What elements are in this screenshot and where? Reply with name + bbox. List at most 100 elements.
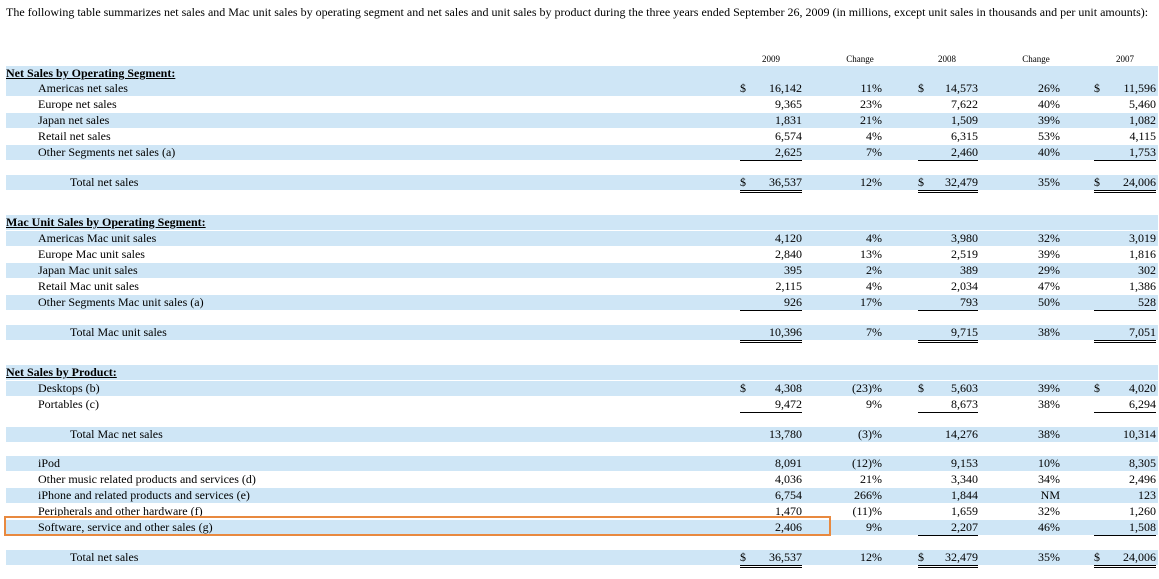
table-row: Desktops (b) $ $ $4,308 (23)% 5,603 39% 4,020 <box>6 381 1158 396</box>
value-2008: 3,340 <box>951 472 978 486</box>
value-2008: 6,315 <box>951 129 978 143</box>
dollar-sign: $ <box>740 550 746 564</box>
change-2008: 38% <box>1038 325 1060 339</box>
table-row: Other music related products and service… <box>6 472 1158 487</box>
table-row: Japan Mac unit sales 395 2% 389 29% 302 <box>6 263 1158 278</box>
value-2007: 24,006 <box>1123 550 1156 564</box>
change-2008: 50% <box>1038 295 1060 309</box>
value-2007: 4,020 <box>1129 381 1156 395</box>
value-underline <box>918 397 978 413</box>
value-underline <box>1094 520 1156 536</box>
change-2008: 32% <box>1038 504 1060 518</box>
row-label: Americas net sales <box>38 81 128 95</box>
section-heading-row: Mac Unit Sales by Operating Segment: <box>6 215 1158 230</box>
row-label: Desktops (b) <box>38 381 100 395</box>
value-2008: 9,715 <box>951 325 978 339</box>
total-row: Total Mac net sales 13,780 (3)% 14,276 38% 10… <box>6 427 1158 442</box>
value-2009: 926 <box>784 295 802 309</box>
change-2008: NM <box>1040 488 1060 502</box>
change-2009: 17% <box>860 295 882 309</box>
change-2008: 46% <box>1038 520 1060 534</box>
change-2009: (11)% <box>852 504 882 518</box>
change-2009: 4% <box>866 129 882 143</box>
change-2008: 39% <box>1038 381 1060 395</box>
value-2009: 36,537 <box>769 550 802 564</box>
value-2009: 16,142 <box>769 81 802 95</box>
row-label: Total Mac unit sales <box>70 325 167 339</box>
row-label: Total Mac net sales <box>70 427 163 441</box>
row-label: Europe Mac unit sales <box>38 247 145 261</box>
row-label: Other Segments net sales (a) <box>38 145 176 159</box>
table-row: iPhone and related products and services… <box>6 488 1158 503</box>
value-underline <box>740 550 802 568</box>
change-2009: 4% <box>866 231 882 245</box>
value-2009: 10,396 <box>769 325 802 339</box>
dollar-sign: $ <box>918 550 924 564</box>
value-2007: 1,260 <box>1129 504 1156 518</box>
value-2008: 8,673 <box>951 397 978 411</box>
value-2008: 32,479 <box>945 550 978 564</box>
change-2009: 7% <box>866 145 882 159</box>
dollar-sign: $ <box>918 381 924 395</box>
value-2008: 2,207 <box>951 520 978 534</box>
change-2008: 39% <box>1038 113 1060 127</box>
value-2007: 1,816 <box>1129 247 1156 261</box>
value-2009: 4,036 <box>775 472 802 486</box>
value-2007: 1,753 <box>1129 145 1156 159</box>
value-2007: 5,460 <box>1129 97 1156 111</box>
change-2009: 23% <box>860 97 882 111</box>
column-header: 2007 <box>1094 53 1156 67</box>
value-2007: 1,386 <box>1129 279 1156 293</box>
value-2007: 10,314 <box>1123 427 1156 441</box>
value-underline <box>740 397 802 413</box>
value-underline <box>1094 550 1156 568</box>
dollar-sign: $ <box>918 175 924 189</box>
change-2008: 26% <box>1038 81 1060 95</box>
change-2009: (23)% <box>852 381 882 395</box>
value-2009: 4,308 <box>775 381 802 395</box>
value-2008: 9,153 <box>951 456 978 470</box>
row-label: Retail net sales <box>38 129 111 143</box>
value-2008: 5,603 <box>951 381 978 395</box>
table-row: iPod 8,091 (12)% 9,153 10% 8,305 <box>6 456 1158 471</box>
table-row: Portables (c) 9,472 9% 8,673 38% 6,294 <box>6 397 1158 413</box>
value-underline <box>1094 175 1156 193</box>
value-underline <box>918 520 978 536</box>
change-2008: 53% <box>1038 129 1060 143</box>
change-2008: 10% <box>1038 456 1060 470</box>
value-2008: 389 <box>960 263 978 277</box>
value-2008: 2,519 <box>951 247 978 261</box>
column-header: Change <box>836 53 884 67</box>
value-2009: 9,365 <box>775 97 802 111</box>
value-underline <box>918 295 978 311</box>
column-header: 2008 <box>915 53 979 67</box>
value-2007: 302 <box>1138 263 1156 277</box>
table-row: Japan net sales 1,831 21% 1,509 39% 1,082 <box>6 113 1158 128</box>
change-2009: 9% <box>866 520 882 534</box>
dollar-sign: $ <box>740 81 746 95</box>
value-2007: 1,508 <box>1129 520 1156 534</box>
change-2009: 4% <box>866 279 882 293</box>
row-label: Peripherals and other hardware (f) <box>38 504 203 518</box>
value-2007: 11,596 <box>1123 81 1156 95</box>
row-label: iPod <box>38 456 61 470</box>
value-2009: 9,472 <box>775 397 802 411</box>
change-2009: 2% <box>866 263 882 277</box>
row-label: Total net sales <box>70 175 139 189</box>
table-row: Americas Mac unit sales 4,120 4% 3,980 32% 3,… <box>6 231 1158 246</box>
table-row: Retail Mac unit sales 2,115 4% 2,034 47% 1,38… <box>6 279 1158 294</box>
dollar-sign: $ <box>1094 81 1100 95</box>
change-2009: 12% <box>860 175 882 189</box>
value-underline <box>740 325 802 343</box>
change-2008: 39% <box>1038 247 1060 261</box>
dollar-sign: $ <box>740 381 746 395</box>
value-underline <box>918 325 978 343</box>
value-underline <box>918 145 978 161</box>
row-label: Mac Unit Sales by Operating Segment: <box>6 215 206 229</box>
value-2008: 32,479 <box>945 175 978 189</box>
value-2009: 1,470 <box>775 504 802 518</box>
row-label: Retail Mac unit sales <box>38 279 139 293</box>
change-2008: 29% <box>1038 263 1060 277</box>
total-row: Total net sales $ $ $36,537 12% 32,479 35% 24,0… <box>6 175 1158 193</box>
value-2008: 2,034 <box>951 279 978 293</box>
